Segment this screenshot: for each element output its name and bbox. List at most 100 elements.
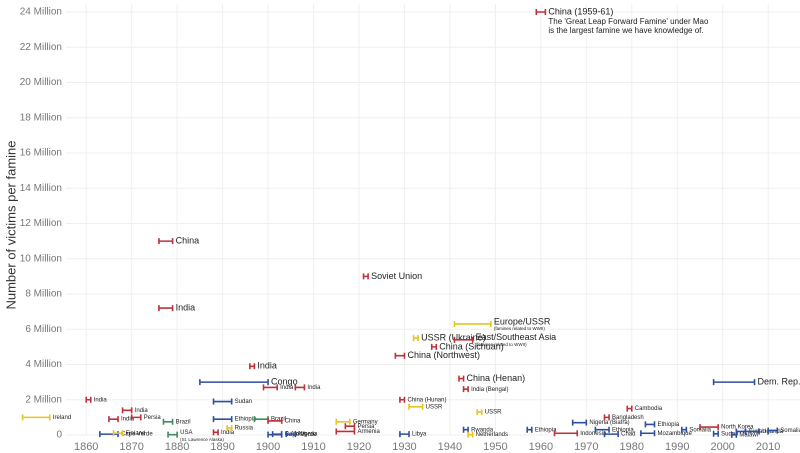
famine-range <box>108 416 119 423</box>
famine-range <box>526 426 533 433</box>
famine-range <box>162 418 174 425</box>
famine-range <box>412 335 419 342</box>
famine-label: India <box>257 361 277 371</box>
famine-label: China (Sichuan) <box>439 341 504 351</box>
famine-range <box>767 427 779 434</box>
famine-label: India <box>135 408 149 414</box>
famine-label: Rwanda <box>471 427 494 433</box>
famine-sublabel: (St. Lawrence Alaska) <box>180 437 224 442</box>
annotation: The 'Great Leap Forward Famine' under Ma… <box>548 17 709 26</box>
famine-label: Brazil <box>271 417 286 423</box>
famine-range <box>699 424 719 431</box>
famine-range <box>462 386 469 393</box>
famine-range <box>712 430 719 437</box>
famine-label: Indonesia <box>580 431 607 437</box>
famine-range <box>99 431 119 438</box>
famine-label: Russia <box>235 426 254 432</box>
famine-label: Chad <box>621 432 635 438</box>
famine-range <box>453 320 492 327</box>
x-tick-label: 2010 <box>756 441 780 453</box>
famine-label: India <box>176 302 196 312</box>
famine-range <box>603 431 619 438</box>
famine-label: Persia <box>144 415 162 421</box>
famine-range <box>453 336 474 343</box>
famine-label: Congo <box>271 377 298 387</box>
famine-range <box>262 384 278 391</box>
famine-label: India <box>307 385 321 391</box>
x-tick-label: 1910 <box>301 441 325 453</box>
famine-label: Finland <box>126 431 146 437</box>
y-tick-label: 18 Million <box>20 112 62 123</box>
famine-range <box>199 379 269 386</box>
famine-range <box>362 273 369 280</box>
famine-range <box>226 424 233 431</box>
famine-range <box>399 396 406 403</box>
y-tick-label: 2 Million <box>25 394 62 405</box>
y-tick-label: 8 Million <box>25 289 62 300</box>
famine-range <box>644 421 656 428</box>
famine-label: Soviet Union <box>371 271 422 281</box>
famine-label: Netherlands <box>476 432 508 438</box>
famine-label: India <box>221 430 235 436</box>
x-tick-label: 1890 <box>210 441 234 453</box>
x-tick-label: 1930 <box>392 441 416 453</box>
famine-label: India <box>280 385 294 391</box>
famine-label: Bangladesh <box>612 415 644 421</box>
famine-label: Ethiopia <box>235 417 257 423</box>
x-tick-label: 1880 <box>165 441 189 453</box>
famine-range <box>167 431 178 438</box>
famine-range <box>680 426 688 433</box>
y-tick-label: 24 Million <box>20 7 62 18</box>
y-tick-label: 4 Million <box>25 359 62 370</box>
famine-range <box>626 405 633 412</box>
famine-range <box>158 238 174 245</box>
famine-range <box>21 414 51 421</box>
famine-label: Cambodia <box>635 406 663 412</box>
famine-range <box>408 403 424 410</box>
y-tick-label: 0 <box>56 430 62 441</box>
famine-range <box>253 416 269 423</box>
famine-range <box>121 407 133 414</box>
famine-label: Nigeria (Biafra) <box>589 420 629 426</box>
famine-label: China <box>285 418 301 424</box>
famine-range <box>430 343 438 350</box>
y-tick-label: 14 Million <box>20 183 62 194</box>
famine-range <box>271 431 283 438</box>
famine-label: Europe/USSR <box>494 316 551 326</box>
famine-range <box>212 416 233 423</box>
famine-range <box>249 363 256 370</box>
famine-label: Armenia <box>357 429 380 435</box>
x-tick-label: 2000 <box>710 441 734 453</box>
famine-range <box>553 430 579 437</box>
famine-label: India (Bengal) <box>471 387 508 393</box>
famine-label: Mozambique <box>658 431 693 437</box>
annotation: is the largest famine we have knowledge … <box>548 26 703 35</box>
famine-label: Ethiopia <box>535 427 557 433</box>
famine-label: Ethiopia <box>658 422 680 428</box>
famine-range <box>603 414 610 421</box>
famine-label: Libya <box>412 432 427 438</box>
x-tick-label: 1900 <box>256 441 280 453</box>
famine-label: Ireland <box>53 415 71 421</box>
y-tick-label: 22 Million <box>20 42 62 53</box>
y-tick-label: 10 Million <box>20 253 62 264</box>
famine-range <box>476 409 483 416</box>
famine-label: China <box>176 236 200 246</box>
x-tick-label: 1870 <box>119 441 143 453</box>
famine-range <box>212 429 219 436</box>
famine-range <box>112 430 124 437</box>
x-tick-label: 1960 <box>529 441 553 453</box>
famine-label: India <box>94 397 108 403</box>
famine-range <box>212 398 233 405</box>
famine-range <box>467 431 474 438</box>
famine-label: Somalia <box>689 427 711 433</box>
famine-label: Uganda <box>762 429 784 435</box>
famine-range <box>535 9 547 15</box>
famine-sublabel: (famines related to WWII) <box>494 326 546 331</box>
famine-range <box>335 428 356 435</box>
famine-range <box>267 417 283 424</box>
famine-label: Brazil <box>176 419 191 425</box>
famine-range <box>731 431 738 438</box>
famine-label: USSR <box>485 410 502 416</box>
